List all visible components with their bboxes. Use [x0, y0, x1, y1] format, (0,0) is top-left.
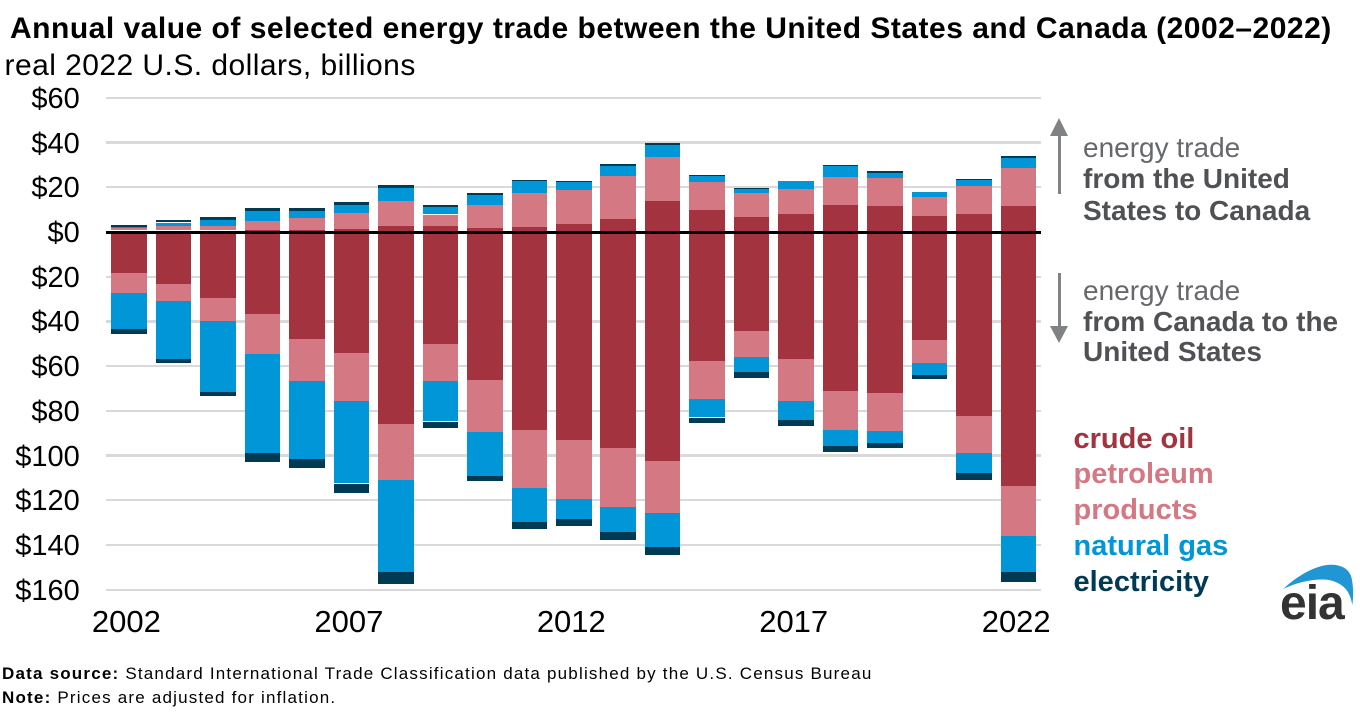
svg-text:eia: eia	[1280, 577, 1345, 630]
